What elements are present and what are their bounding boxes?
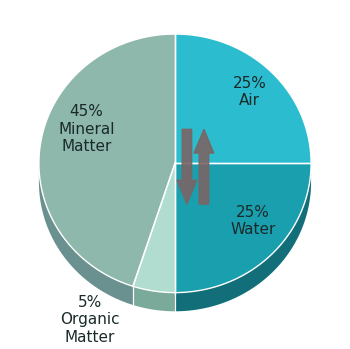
Polygon shape bbox=[39, 34, 175, 286]
Polygon shape bbox=[133, 286, 175, 311]
Text: 45%
Mineral
Matter: 45% Mineral Matter bbox=[58, 104, 115, 154]
Polygon shape bbox=[175, 34, 311, 163]
FancyArrow shape bbox=[194, 129, 214, 204]
FancyArrow shape bbox=[177, 129, 197, 204]
Text: 25%
Water: 25% Water bbox=[231, 205, 276, 237]
Polygon shape bbox=[175, 163, 311, 292]
Polygon shape bbox=[175, 167, 311, 311]
Polygon shape bbox=[39, 165, 133, 305]
Polygon shape bbox=[133, 163, 175, 292]
Text: 5%
Organic
Matter: 5% Organic Matter bbox=[60, 295, 120, 345]
Text: 25%
Air: 25% Air bbox=[233, 76, 267, 108]
